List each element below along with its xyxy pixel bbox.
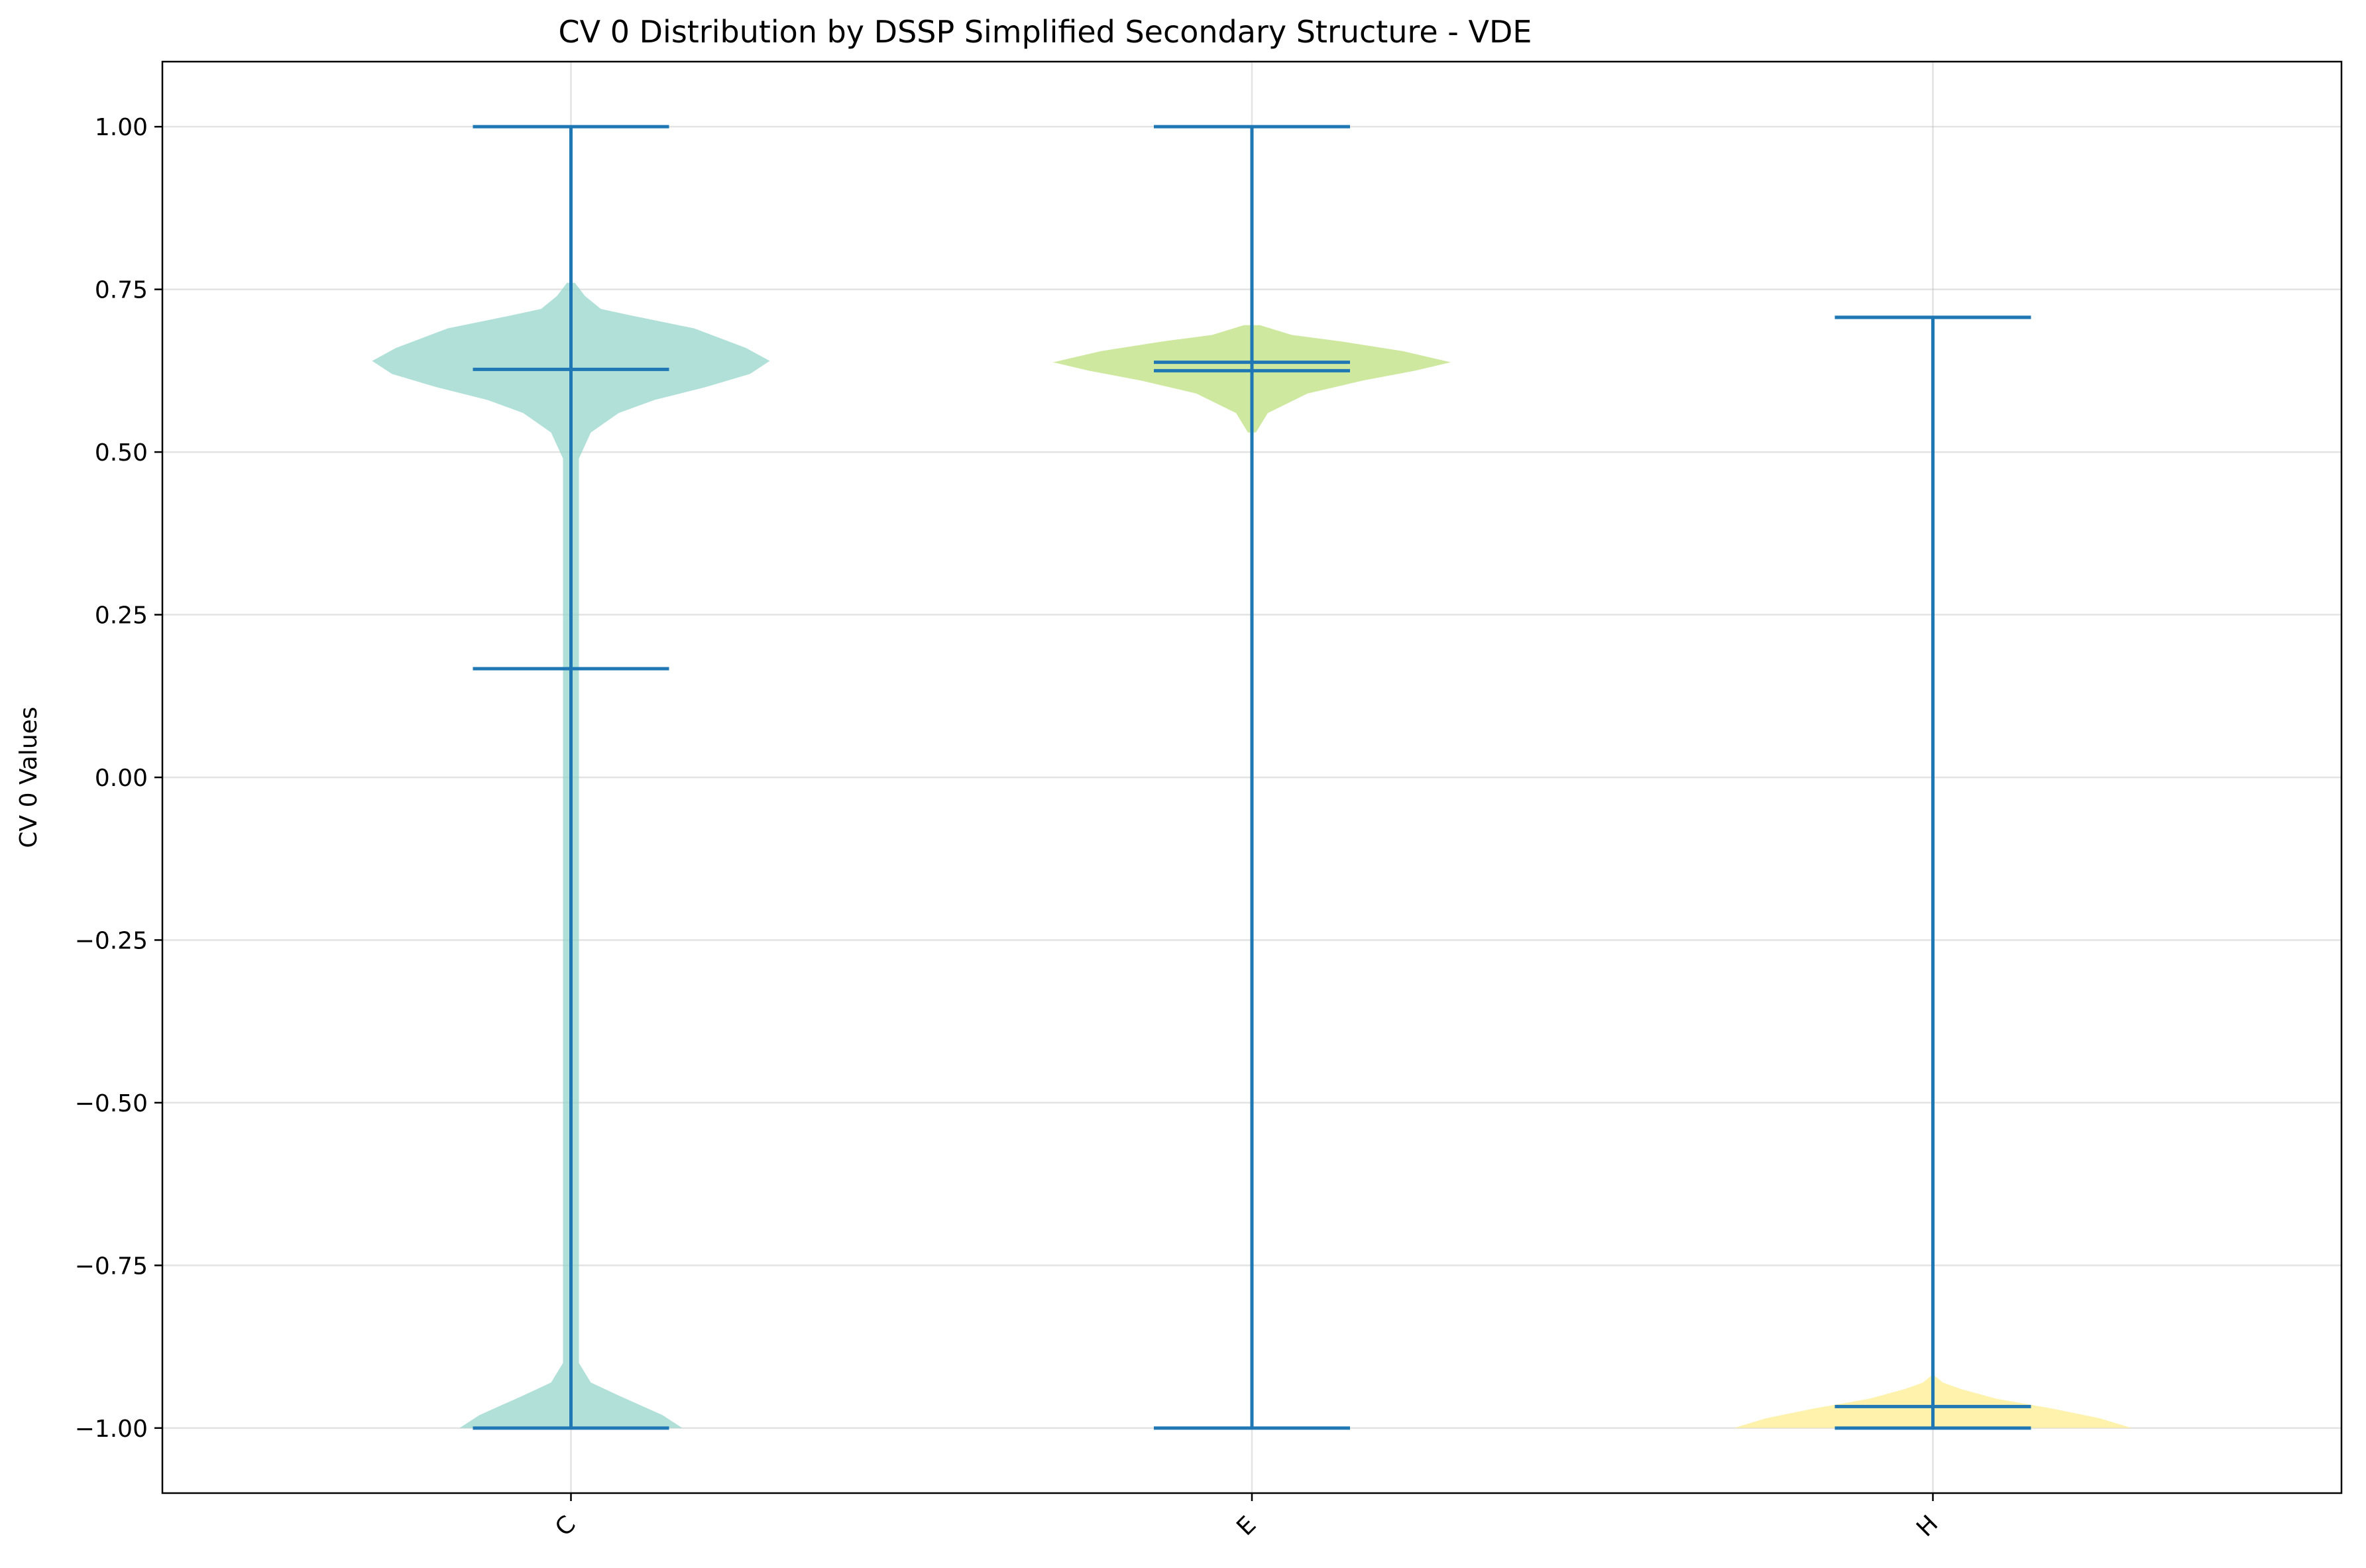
stat-layer	[473, 125, 2031, 1430]
y-tick-label: −0.75	[75, 1253, 148, 1280]
tick-layer: 1.00 0.75 0.50 0.25 0.00 −0.25 −0.50 −0.75 −1.00…	[75, 114, 1944, 1542]
y-axis-label: CV 0 Values	[15, 706, 42, 848]
chart-title: CV 0 Distribution by DSSP Simplified Sec…	[559, 14, 1532, 50]
x-tick-label: E	[1231, 1511, 1261, 1541]
y-tick-label: 0.25	[95, 602, 148, 630]
x-tick-label: H	[1911, 1510, 1943, 1542]
y-tick-label: −0.50	[75, 1090, 148, 1117]
y-tick-label: −0.25	[75, 927, 148, 954]
y-tick-label: −1.00	[75, 1416, 148, 1443]
x-tick-label: C	[550, 1510, 581, 1541]
y-tick-label: 0.50	[95, 439, 148, 467]
y-tick-label: 1.00	[95, 114, 148, 141]
y-tick-label: 0.00	[95, 765, 148, 792]
y-tick-label: 0.75	[95, 277, 148, 304]
